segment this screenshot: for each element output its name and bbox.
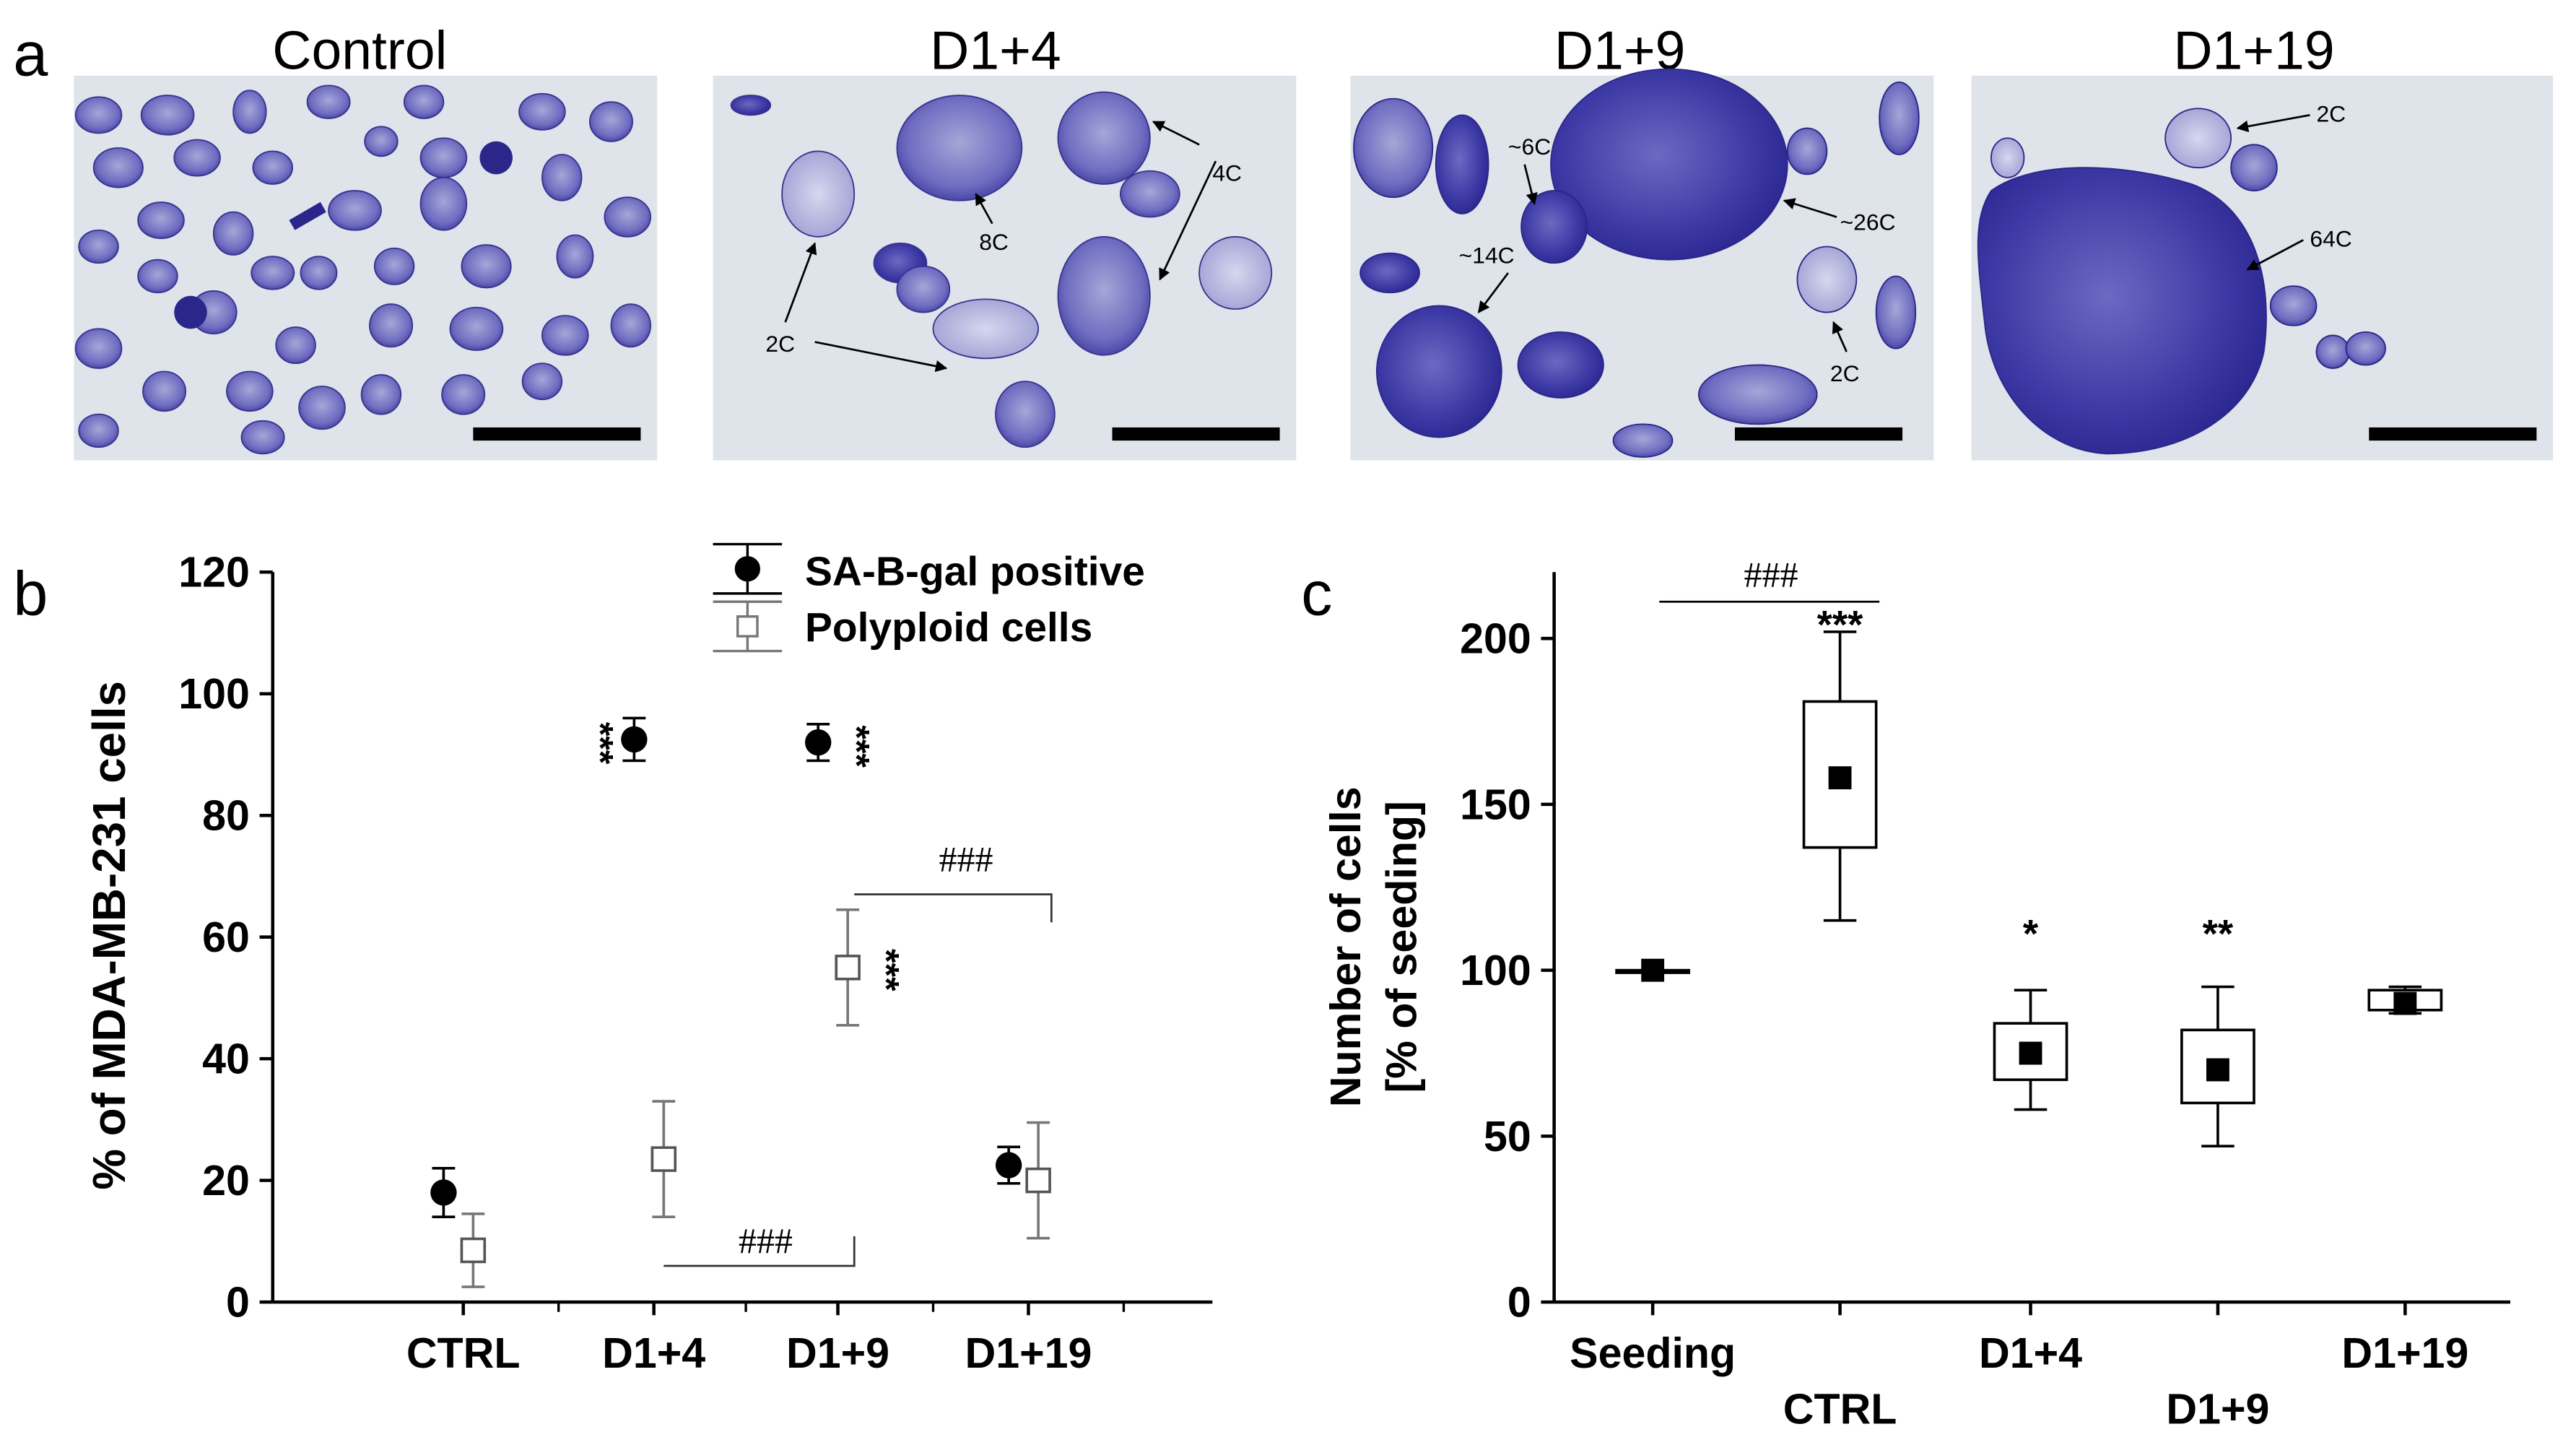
cells-d1-4 xyxy=(730,91,1273,448)
ploidy-arrows-d1-9 xyxy=(1477,164,1848,352)
panel-c-ylabel-line2: [% of seeding] xyxy=(1378,801,1426,1093)
panel-b-legend: SA-B-gal positive Polyploid cells xyxy=(713,542,1145,653)
scale-bar-d1-9 xyxy=(1734,427,1903,441)
ploidy-arrows-d1-19 xyxy=(2236,114,2310,271)
sig-d9-senescent: *** xyxy=(837,725,877,768)
x-tick-label: CTRL xyxy=(1783,1385,1897,1433)
sig-d9-d19: ### xyxy=(939,839,993,880)
y-tick-label: 80 xyxy=(202,791,250,840)
ploidy-label-2c-d1-19: 2C xyxy=(2316,100,2346,126)
micrograph-d1-4: D1+4 4C 8 xyxy=(713,20,1297,461)
panel-c: c Number of cells [% of seeding] 0 50 100 1… xyxy=(1301,555,2510,1433)
panel-c-yticks: 0 50 100 150 200 xyxy=(1460,615,1554,1327)
point-polyploid xyxy=(460,1237,487,1264)
panel-c-ylabel-line1: Number of cells xyxy=(1321,786,1370,1107)
y-tick-label: 120 xyxy=(178,548,250,596)
sig-d9-cells: ** xyxy=(2203,911,2234,955)
point-senescent xyxy=(995,1152,1022,1178)
legend-label-polyploid: Polyploid cells xyxy=(805,604,1092,651)
micrograph-title-d1-4: D1+4 xyxy=(930,20,1061,81)
panel-b-letter: b xyxy=(13,559,48,628)
y-tick-label: 200 xyxy=(1460,615,1531,663)
panel-a: a Control xyxy=(13,20,2554,461)
point-polyploid xyxy=(835,955,861,981)
point-polyploid xyxy=(650,1146,677,1172)
y-tick-label: 20 xyxy=(202,1156,250,1204)
x-tick-label: D1+19 xyxy=(965,1329,1092,1377)
bracket-d4-d9 xyxy=(663,1236,856,1267)
x-tick-label: Seeding xyxy=(1570,1329,1736,1377)
panel-c-letter: c xyxy=(1301,559,1332,628)
micrograph-title-control: Control xyxy=(272,20,447,81)
sig-ctrl: *** xyxy=(1817,602,1863,646)
point-polyploid xyxy=(1025,1167,1051,1194)
y-tick-label: 100 xyxy=(178,669,250,718)
ploidy-arrows-d1-4 xyxy=(784,121,1217,373)
y-tick-label: 100 xyxy=(1460,946,1531,994)
scale-bar-d1-19 xyxy=(2369,427,2537,441)
y-tick-label: 40 xyxy=(202,1035,250,1083)
panel-b-marks xyxy=(430,716,1051,1288)
y-tick-label: 50 xyxy=(1484,1112,1531,1160)
panel-c-marks xyxy=(1615,630,2443,1147)
bracket-d9-d19 xyxy=(854,893,1053,923)
x-tick-label: D1+9 xyxy=(2166,1385,2269,1433)
micrograph-control: Control xyxy=(74,20,658,461)
mitotic-figures xyxy=(174,141,513,329)
cells-control xyxy=(74,84,652,455)
ploidy-label-64c: 64C xyxy=(2310,225,2351,251)
ploidy-label-2c-d1-9: 2C xyxy=(1830,360,1860,386)
x-tick-label: D1+4 xyxy=(602,1329,705,1377)
y-tick-label: 0 xyxy=(226,1278,250,1327)
ploidy-label-26c: ~26C xyxy=(1840,209,1896,235)
mean-marker xyxy=(2019,1041,2042,1065)
ploidy-label-2c: 2C xyxy=(765,331,795,357)
cells-d1-9 xyxy=(1353,68,1920,458)
mean-marker xyxy=(1641,958,1665,982)
micrograph-title-d1-19: D1+19 xyxy=(2173,20,2334,81)
panel-c-xticks: Seeding CTRL D1+4 D1+9 D1+19 xyxy=(1570,1302,2468,1433)
scale-bar-control xyxy=(473,427,641,441)
ploidy-label-8c: 8C xyxy=(979,229,1009,255)
x-tick-label: D1+4 xyxy=(1979,1329,2082,1377)
x-tick-label: D1+19 xyxy=(2341,1329,2468,1377)
sig-d9-polyploid: *** xyxy=(866,949,907,991)
sig-d4-senescent: *** xyxy=(580,722,621,765)
x-tick-label: D1+9 xyxy=(786,1329,889,1377)
panel-a-letter: a xyxy=(13,20,48,90)
mean-marker xyxy=(2206,1058,2229,1082)
panel-b-axes xyxy=(271,572,1213,1304)
y-tick-label: 0 xyxy=(1507,1278,1531,1327)
mean-marker xyxy=(2393,991,2417,1015)
panel-b-ylabel: % of MDA-MB-231 cells xyxy=(83,681,135,1190)
x-tick-label: CTRL xyxy=(406,1329,521,1377)
point-senescent xyxy=(805,729,832,756)
panel-b: b % of MDA-MB-231 cells 020406080100120 … xyxy=(13,542,1213,1377)
legend-marker-senescent xyxy=(713,542,783,595)
ploidy-label-6c: ~6C xyxy=(1508,134,1551,160)
panel-b-xticks: CTRL D1+4 D1+9 D1+19 xyxy=(406,1302,1126,1377)
mean-marker xyxy=(1828,766,1852,790)
ploidy-label-14c: ~14C xyxy=(1459,242,1515,268)
micrograph-d1-9: D1+9 ~ xyxy=(1350,20,1934,461)
sig-ctrl-vs-seeding: ### xyxy=(1744,555,1798,595)
point-senescent xyxy=(621,726,648,753)
point-senescent xyxy=(430,1179,457,1206)
y-tick-label: 150 xyxy=(1460,780,1531,828)
micrograph-d1-19: D1+19 2C 64C xyxy=(1971,20,2554,461)
y-tick-label: 60 xyxy=(202,913,250,961)
legend-marker-polyploid xyxy=(713,600,783,653)
scale-bar-d1-4 xyxy=(1112,427,1280,441)
cells-d1-19 xyxy=(1977,108,2386,455)
sig-d4-cells: * xyxy=(2023,911,2039,955)
ploidy-label-4c: 4C xyxy=(1212,160,1242,186)
sig-d4-d9: ### xyxy=(739,1220,793,1261)
panel-b-yticks: 0 20 40 60 80 100 120 xyxy=(178,548,273,1327)
legend-label-senescent: SA-B-gal positive xyxy=(805,548,1145,594)
